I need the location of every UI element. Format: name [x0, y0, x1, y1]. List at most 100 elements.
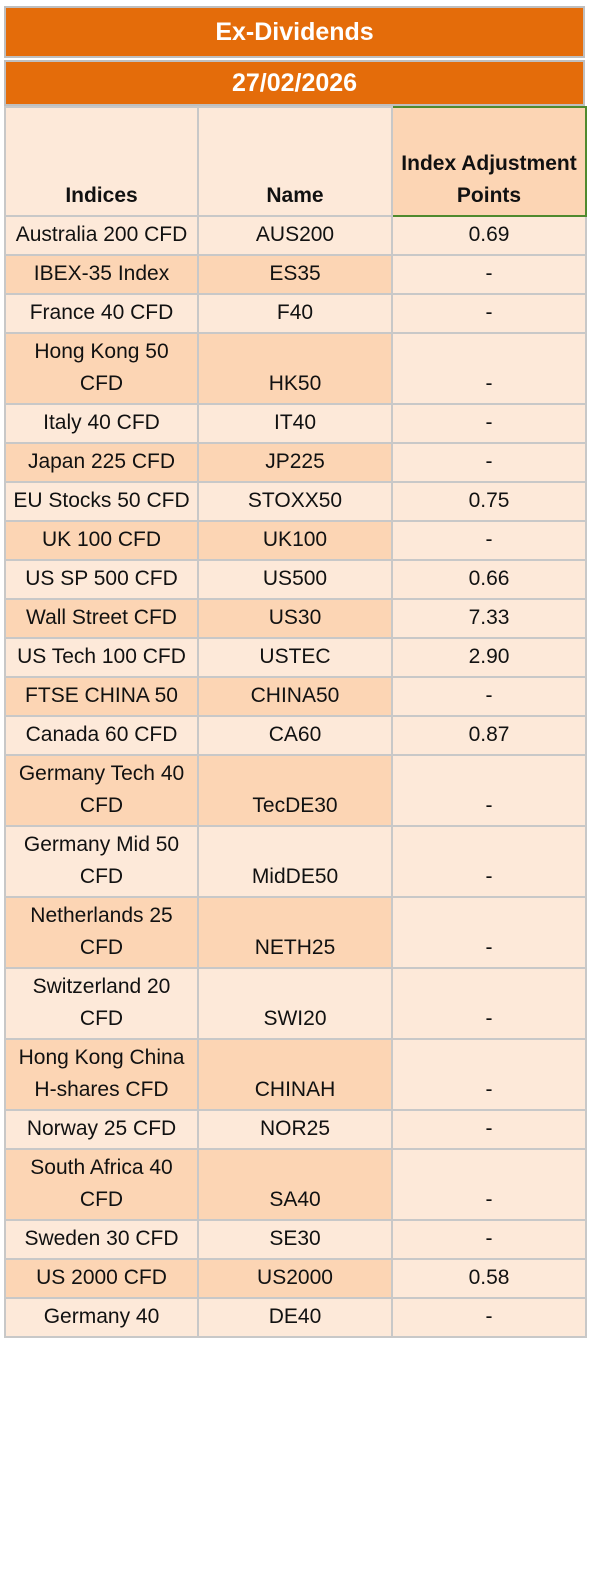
cell-name: USTEC [197, 637, 393, 678]
table-row: Switzerland 20 CFD SWI20- [4, 967, 587, 1040]
cell-name: US2000 [197, 1258, 393, 1299]
header-name: Name [197, 106, 393, 217]
cell-name: NETH25 [197, 896, 393, 969]
cell-name: JP225 [197, 442, 393, 483]
table-row: Italy 40 CFD IT40- [4, 403, 587, 444]
cell-points: 7.33 [391, 598, 587, 639]
cell-index: FTSE CHINA 50 [4, 676, 199, 717]
table-row: Norway 25 CFD NOR25- [4, 1109, 587, 1150]
header-adjustment-points: Index Adjustment Points [391, 106, 587, 217]
cell-points: - [391, 967, 587, 1040]
table-row: France 40 CFD F40- [4, 293, 587, 334]
cell-points: - [391, 1109, 587, 1150]
cell-points: - [391, 332, 587, 405]
table-row: Netherlands 25 CFD NETH25- [4, 896, 587, 969]
cell-points: - [391, 403, 587, 444]
cell-name: CHINAH [197, 1038, 393, 1111]
cell-points: 0.66 [391, 559, 587, 600]
table-row: Germany Mid 50 CFD MidDE50- [4, 825, 587, 898]
sheet-date: 27/02/2026 [4, 60, 585, 106]
cell-index: Norway 25 CFD [4, 1109, 199, 1150]
cell-index: US 2000 CFD [4, 1258, 199, 1299]
cell-points: - [391, 754, 587, 827]
cell-points: 0.58 [391, 1258, 587, 1299]
cell-points: - [391, 442, 587, 483]
cell-points: - [391, 520, 587, 561]
ex-dividends-sheet: Ex-Dividends 27/02/2026 Indices Name Ind… [4, 6, 587, 1338]
table-row: US SP 500 CFD US500 0.66 [4, 559, 587, 600]
table-row: Hong Kong China H-shares CFD CHINAH - [4, 1038, 587, 1111]
cell-points: - [391, 1148, 587, 1221]
cell-name: CA60 [197, 715, 393, 756]
cell-index: EU Stocks 50 CFD [4, 481, 199, 522]
table-row: Canada 60 CFD CA60 0.87 [4, 715, 587, 756]
table-row: IBEX-35 Index ES35- [4, 254, 587, 295]
cell-name: US30 [197, 598, 393, 639]
cell-name: F40 [197, 293, 393, 334]
table-row: US 2000 CFD US2000 0.58 [4, 1258, 587, 1299]
sheet-title: Ex-Dividends [4, 6, 585, 58]
ex-dividends-table: Indices Name Index Adjustment Points Aus… [4, 106, 587, 1338]
cell-index: Netherlands 25 CFD [4, 896, 199, 969]
table-row: Australia 200 CFD AUS200 0.69 [4, 215, 587, 256]
cell-name: IT40 [197, 403, 393, 444]
cell-points: 2.90 [391, 637, 587, 678]
cell-points: 0.87 [391, 715, 587, 756]
cell-name: SWI20 [197, 967, 393, 1040]
cell-name: UK100 [197, 520, 393, 561]
cell-name: SE30 [197, 1219, 393, 1260]
table-row: FTSE CHINA 50 CHINA50- [4, 676, 587, 717]
cell-index: Canada 60 CFD [4, 715, 199, 756]
cell-name: AUS200 [197, 215, 393, 256]
cell-index: Italy 40 CFD [4, 403, 199, 444]
cell-index: Switzerland 20 CFD [4, 967, 199, 1040]
table-row: South Africa 40 CFD SA40- [4, 1148, 587, 1221]
cell-index: Sweden 30 CFD [4, 1219, 199, 1260]
cell-index: US Tech 100 CFD [4, 637, 199, 678]
header-row: Indices Name Index Adjustment Points [4, 106, 587, 217]
cell-index: France 40 CFD [4, 293, 199, 334]
cell-index: Germany 40 [4, 1297, 199, 1338]
cell-points: - [391, 676, 587, 717]
cell-points: - [391, 1219, 587, 1260]
cell-name: ES35 [197, 254, 393, 295]
cell-index: UK 100 CFD [4, 520, 199, 561]
table-row: US Tech 100 CFD USTEC 2.90 [4, 637, 587, 678]
cell-index: IBEX-35 Index [4, 254, 199, 295]
table-row: Germany Tech 40 CFD TecDE30- [4, 754, 587, 827]
table-row: Wall Street CFD US30 7.33 [4, 598, 587, 639]
cell-points: - [391, 896, 587, 969]
cell-name: MidDE50 [197, 825, 393, 898]
header-indices: Indices [4, 106, 199, 217]
cell-points: - [391, 293, 587, 334]
cell-index: Wall Street CFD [4, 598, 199, 639]
cell-name: TecDE30 [197, 754, 393, 827]
cell-index: Hong Kong 50 CFD [4, 332, 199, 405]
cell-name: US500 [197, 559, 393, 600]
cell-index: Germany Mid 50 CFD [4, 825, 199, 898]
cell-name: NOR25 [197, 1109, 393, 1150]
cell-name: CHINA50 [197, 676, 393, 717]
cell-points: - [391, 1297, 587, 1338]
cell-index: Japan 225 CFD [4, 442, 199, 483]
cell-index: Australia 200 CFD [4, 215, 199, 256]
cell-points: - [391, 825, 587, 898]
cell-points: - [391, 1038, 587, 1111]
cell-points: 0.69 [391, 215, 587, 256]
table-row: Japan 225 CFD JP225- [4, 442, 587, 483]
cell-index: Hong Kong China H-shares CFD [4, 1038, 199, 1111]
table-row: Germany 40 DE40- [4, 1297, 587, 1338]
cell-name: DE40 [197, 1297, 393, 1338]
cell-name: SA40 [197, 1148, 393, 1221]
table-row: EU Stocks 50 CFD STOXX50 0.75 [4, 481, 587, 522]
cell-points: 0.75 [391, 481, 587, 522]
table-row: Hong Kong 50 CFD HK50- [4, 332, 587, 405]
table-row: UK 100 CFD UK100- [4, 520, 587, 561]
cell-index: Germany Tech 40 CFD [4, 754, 199, 827]
cell-index: South Africa 40 CFD [4, 1148, 199, 1221]
cell-index: US SP 500 CFD [4, 559, 199, 600]
cell-name: STOXX50 [197, 481, 393, 522]
cell-points: - [391, 254, 587, 295]
cell-name: HK50 [197, 332, 393, 405]
table-row: Sweden 30 CFD SE30- [4, 1219, 587, 1260]
